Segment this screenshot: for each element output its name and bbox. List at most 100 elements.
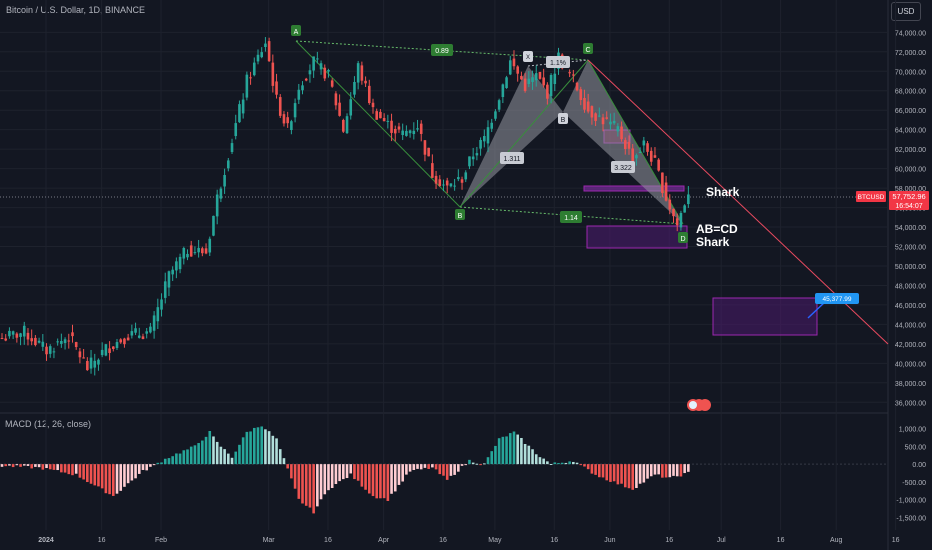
ratio-114-text: 1.14 — [564, 215, 578, 222]
macd-bar — [271, 435, 275, 465]
macd-bar — [557, 463, 560, 465]
candle-body — [457, 177, 460, 180]
macd-bar — [534, 454, 538, 465]
macd-bar — [579, 464, 583, 466]
macd-bar — [390, 464, 393, 494]
macd-bar — [575, 462, 579, 465]
candle-body — [163, 281, 167, 298]
candle-body — [11, 331, 15, 335]
macd-bar — [78, 464, 82, 478]
price-tick-label: 40,000.00 — [895, 361, 926, 368]
candle-body — [586, 101, 590, 112]
macd-bar — [471, 462, 475, 465]
macd-bar — [431, 464, 434, 468]
candle-body — [193, 252, 197, 254]
candle-body — [60, 340, 63, 344]
macd-bar — [523, 443, 527, 465]
time-axis[interactable]: 202416FebMar16Apr16May16Jun16Jul16Aug16S… — [38, 537, 932, 544]
candle-body — [123, 338, 126, 345]
candle-body — [345, 116, 349, 134]
macd-bar — [479, 464, 482, 466]
candle-body — [531, 77, 534, 82]
time-tick-label: 16 — [550, 537, 558, 544]
macd-bar — [594, 464, 597, 475]
price-tick-label: 38,000.00 — [895, 381, 926, 388]
macd-bar — [123, 464, 126, 487]
macd-tick-label: 0.00 — [912, 462, 926, 469]
price-tick-label: 54,000.00 — [895, 225, 926, 232]
candle-body — [579, 89, 583, 100]
macd-bar — [215, 441, 219, 465]
price-tick-label: 60,000.00 — [895, 167, 926, 174]
candle-body — [427, 147, 430, 157]
candle-body — [304, 78, 308, 81]
events-flag-icon[interactable] — [687, 399, 711, 411]
macd-bar — [349, 464, 353, 474]
macd-bar — [8, 464, 11, 466]
candle-body — [568, 72, 571, 74]
macd-bar — [408, 464, 412, 472]
macd-bar — [4, 464, 8, 467]
macd-bar — [342, 464, 345, 480]
price-tick-label: 36,000.00 — [895, 400, 926, 407]
macd-bar — [201, 440, 204, 465]
candle-body — [423, 140, 427, 155]
macd-bar — [171, 456, 174, 465]
macd-bar — [119, 464, 123, 491]
candle-body — [323, 67, 327, 79]
ratio-089-text: 0.89 — [435, 48, 449, 55]
macd-bar — [609, 464, 612, 482]
candle-body — [93, 360, 97, 368]
candle-body — [627, 141, 631, 149]
candle-body — [668, 199, 672, 210]
candle-body — [683, 205, 686, 213]
macd-bar — [312, 464, 315, 514]
macd-bar — [275, 438, 278, 465]
macd-bar — [505, 436, 508, 465]
candle-body — [22, 325, 26, 337]
macd-axis[interactable]: 1,000.00 500.00 0.00 -500.00 -1,000.00 -1,500… — [896, 427, 926, 523]
candle-body — [100, 349, 104, 356]
macd-bar — [672, 464, 675, 476]
shark-b-point-badge: B — [558, 113, 568, 124]
macd-bar — [319, 464, 323, 500]
candle-body — [635, 155, 638, 159]
price-tick-label: 58,000.00 — [895, 186, 926, 193]
macd-bar — [642, 464, 646, 483]
shark-label-lower: Shark — [696, 235, 730, 249]
macd-bar — [434, 464, 438, 470]
ratio-11-text: 1.1% — [550, 60, 566, 67]
candle-body — [657, 159, 660, 171]
candle-body — [382, 118, 386, 122]
macd-bar — [375, 464, 379, 499]
shark-x-point-label: X — [526, 55, 530, 61]
macd-bar — [516, 434, 519, 465]
price-axis[interactable]: 36,000.00 38,000.00 40,000.00 42,000.00 44,0… — [895, 30, 926, 407]
currency-button[interactable]: USD — [891, 2, 921, 21]
point-b-badge: B — [455, 209, 465, 220]
time-tick-label: Feb — [155, 537, 167, 544]
macd-bar — [52, 464, 56, 470]
candle-body — [145, 331, 148, 334]
macd-bar — [553, 462, 557, 465]
candle-body — [119, 339, 123, 343]
point-d-badge: D — [678, 232, 688, 243]
candle-body — [271, 62, 275, 86]
candle-body — [672, 208, 675, 217]
ratio-label-11: 1.1% — [546, 56, 570, 68]
candle-body — [523, 78, 527, 91]
macd-bar — [453, 464, 456, 475]
time-tick-label: Apr — [378, 537, 390, 544]
macd-bar — [364, 464, 367, 490]
abcd-label: AB=CD — [696, 222, 738, 236]
candle-body — [301, 85, 304, 91]
macd-bar — [104, 464, 108, 494]
candle-body — [108, 348, 111, 353]
candle-body — [52, 351, 56, 353]
ratio-3322-text: 3.322 — [614, 165, 632, 172]
macd-bar — [605, 464, 609, 481]
candle-body — [327, 70, 330, 72]
macd-tick-label: 1,000.00 — [899, 427, 926, 434]
macd-bar — [93, 464, 97, 486]
